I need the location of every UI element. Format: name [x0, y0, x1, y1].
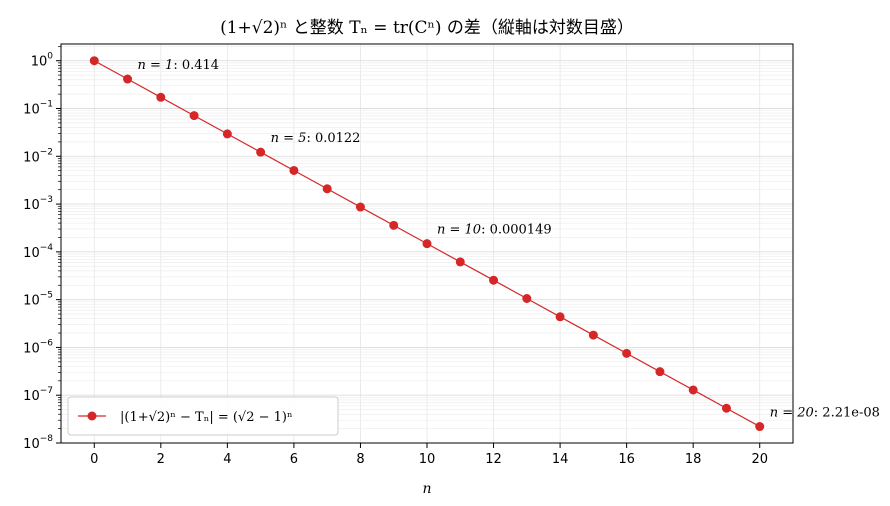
x-tick-label: 6 [290, 452, 298, 467]
y-tick-label: 10−2 [23, 147, 53, 165]
y-axis: 100 10−1 10−2 10−3 10−4 10−5 10−6 10−7 10−8 [23, 45, 61, 452]
x-tick-label: 10 [419, 452, 436, 467]
data-point [455, 257, 465, 267]
data-point [489, 275, 499, 285]
data-point [588, 330, 598, 340]
series-layer [89, 56, 765, 432]
data-point [721, 403, 731, 413]
annotation-label: n = 5: 0.0122 [271, 131, 361, 146]
x-axis: 0 2 4 6 8 10 12 14 16 18 20 [90, 443, 768, 467]
data-point [289, 165, 299, 175]
grid [61, 44, 793, 444]
data-point [422, 239, 432, 249]
data-point [688, 385, 698, 395]
x-tick-label: 12 [485, 452, 502, 467]
data-point [89, 56, 99, 66]
annotation-label: n = 20: 2.21e-08 [770, 406, 880, 421]
chart-title: (1+√2)ⁿ と整数 Tₙ = tr(Cⁿ) の差（縦軸は対数目盛） [220, 18, 634, 38]
y-tick-label: 10−3 [23, 195, 53, 213]
legend-marker [87, 411, 97, 421]
x-tick-label: 0 [90, 452, 98, 467]
legend-entry-label: |(1+√2)ⁿ − Tₙ| = (√2 − 1)ⁿ [120, 410, 293, 425]
annotations: n = 1: 0.414 n = 5: 0.0122 n = 10: 0.00014… [138, 58, 880, 421]
data-point [256, 147, 266, 157]
legend-box [67, 396, 339, 436]
x-tick-label: 2 [157, 452, 165, 467]
data-point [156, 92, 166, 102]
x-axis-label: n [422, 481, 431, 497]
data-point [389, 220, 399, 230]
annotation-label: n = 1: 0.414 [138, 58, 220, 73]
data-point [222, 129, 232, 139]
x-tick-label: 8 [356, 452, 364, 467]
y-tick-label: 10−6 [23, 338, 53, 356]
y-tick-label: 100 [31, 52, 54, 70]
data-point [355, 202, 365, 212]
data-point [755, 422, 765, 432]
data-point [123, 74, 133, 84]
y-tick-label: 10−5 [23, 291, 53, 309]
x-tick-label: 4 [223, 452, 231, 467]
x-tick-label: 14 [552, 452, 569, 467]
data-point [522, 294, 532, 304]
data-point [189, 111, 199, 121]
data-point [655, 367, 665, 377]
annotation-label: n = 10: 0.000149 [437, 223, 552, 238]
y-tick-label: 10−1 [23, 100, 53, 118]
data-point [322, 184, 332, 194]
data-point [555, 312, 565, 322]
legend: |(1+√2)ⁿ − Tₙ| = (√2 − 1)ⁿ [67, 396, 339, 436]
y-tick-label: 10−7 [23, 386, 53, 404]
y-tick-label: 10−8 [23, 434, 53, 452]
y-tick-label: 10−4 [23, 243, 53, 261]
x-tick-label: 20 [751, 452, 768, 467]
x-tick-label: 18 [685, 452, 702, 467]
data-point [622, 348, 632, 358]
x-tick-label: 16 [618, 452, 635, 467]
